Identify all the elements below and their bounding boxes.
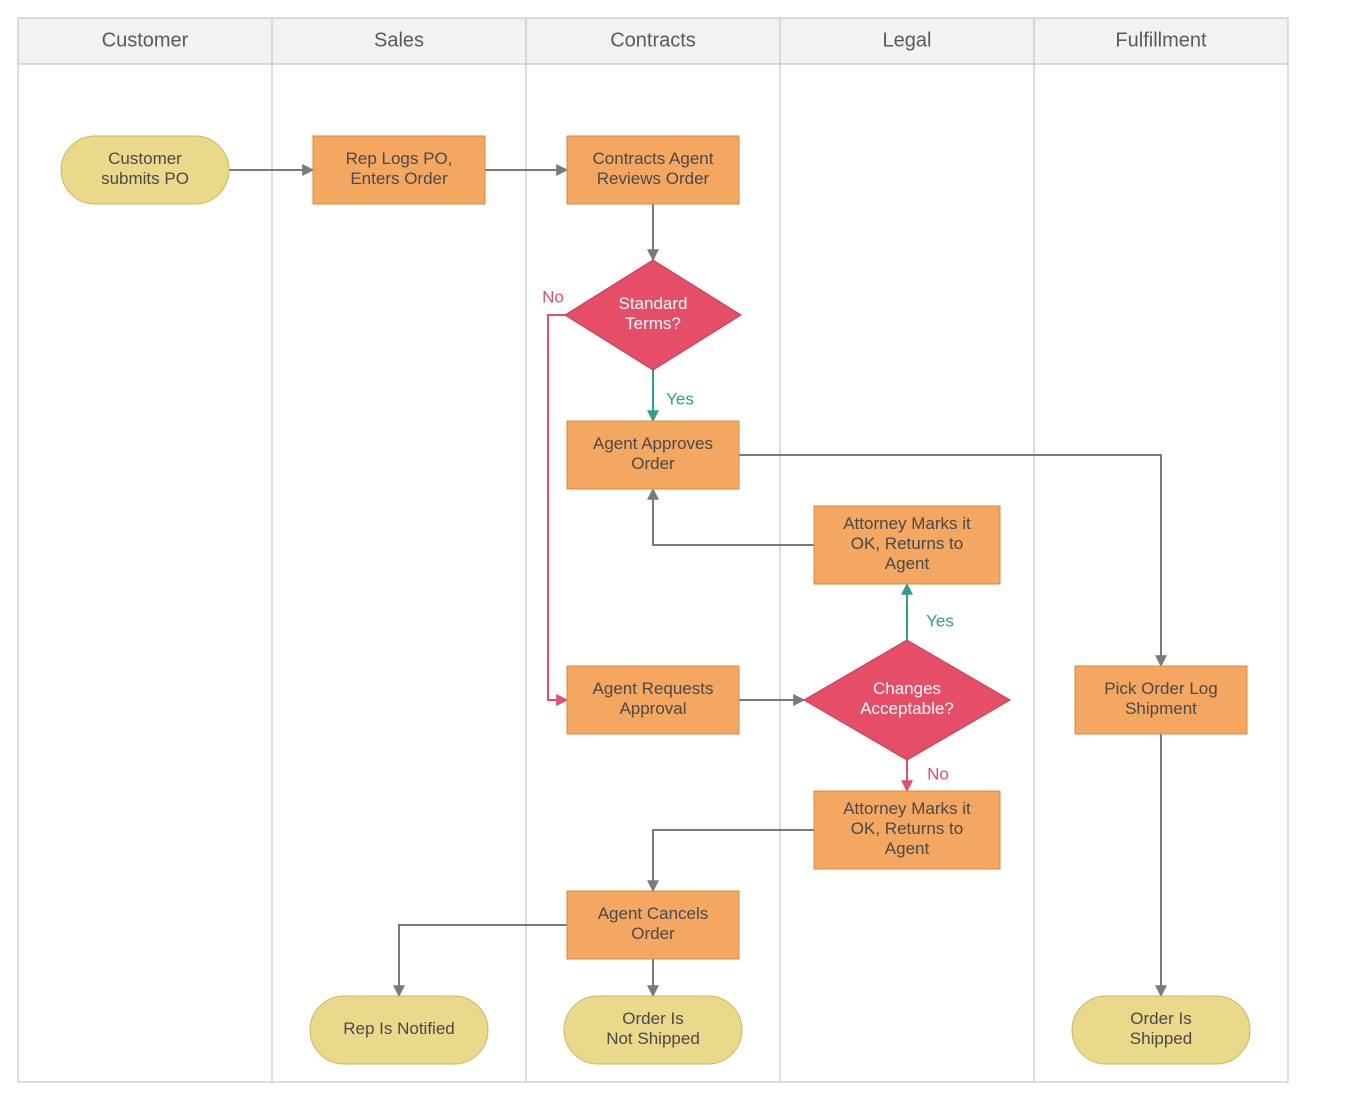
lane-title-fulfillment: Fulfillment: [1115, 29, 1207, 51]
edge-label: Yes: [666, 389, 694, 408]
node-label: Rep Is Notified: [343, 1019, 455, 1038]
lane-body-customer: [18, 64, 272, 1082]
node-approves: Agent ApprovesOrder: [567, 421, 739, 489]
node-attorneyNo: Attorney Marks itOK, Returns toAgent: [814, 791, 1000, 869]
edge-label: No: [542, 287, 564, 306]
node-cancels: Agent CancelsOrder: [567, 891, 739, 959]
node-requests: Agent RequestsApproval: [567, 666, 739, 734]
node-label: ChangesAcceptable?: [860, 679, 954, 718]
node-label: Rep Logs PO,Enters Order: [346, 149, 453, 188]
node-reviews: Contracts AgentReviews Order: [567, 136, 739, 204]
node-notShipped: Order IsNot Shipped: [564, 996, 742, 1064]
node-repLogs: Rep Logs PO,Enters Order: [313, 136, 485, 204]
node-label: StandardTerms?: [619, 294, 688, 333]
node-start: Customersubmits PO: [61, 136, 229, 204]
lane-title-legal: Legal: [883, 29, 932, 51]
lane-title-customer: Customer: [102, 29, 189, 51]
lane-title-sales: Sales: [374, 29, 424, 51]
swimlane-flowchart: Customer Sales Contracts Legal Fulfillment Ye…: [0, 0, 1356, 1100]
node-label: Contracts AgentReviews Order: [593, 149, 714, 188]
node-label: Order IsShipped: [1130, 1009, 1192, 1048]
node-shipped: Order IsShipped: [1072, 996, 1250, 1064]
node-notified: Rep Is Notified: [310, 996, 488, 1064]
node-pickOrder: Pick Order LogShipment: [1075, 666, 1247, 734]
node-attorneyOK: Attorney Marks itOK, Returns toAgent: [814, 506, 1000, 584]
lane-title-contracts: Contracts: [610, 29, 696, 51]
node-label: Customersubmits PO: [101, 149, 189, 188]
edge-label: Yes: [926, 611, 954, 630]
edge-label: No: [927, 764, 949, 783]
